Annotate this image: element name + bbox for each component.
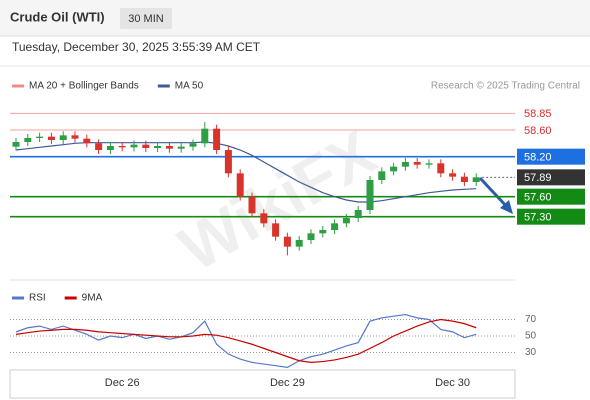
candle-body: [437, 163, 445, 174]
level-box: [517, 148, 585, 165]
candle-body: [295, 240, 303, 247]
title: Crude Oil (WTI): [10, 9, 105, 24]
candle-body: [342, 218, 350, 224]
arrow-head: [500, 200, 513, 214]
rsi-tick-label: 30: [525, 347, 537, 358]
candle-body: [260, 213, 268, 224]
rsi-ma-line: [15, 318, 477, 364]
candle-body: [413, 162, 421, 165]
x-tick-label: Dec 30: [435, 377, 470, 389]
candle-body: [201, 128, 209, 144]
level-label: 57.30: [524, 212, 552, 224]
candle-body: [390, 166, 398, 172]
x-tick-label: Dec 29: [270, 377, 305, 389]
candle-body: [47, 136, 55, 140]
candle-body: [213, 128, 221, 150]
ma50-line: [15, 141, 477, 203]
candle-body: [425, 163, 433, 165]
candle-body: [307, 233, 315, 240]
level-label: 58.85: [524, 108, 552, 120]
level-label: 57.89: [524, 172, 552, 184]
candle-body: [71, 135, 79, 139]
arrow-shaft: [478, 176, 510, 210]
candle-body: [130, 144, 138, 148]
rsi-line: [15, 313, 477, 368]
rsi-tick-label: 70: [525, 314, 537, 325]
candle-body: [154, 146, 162, 148]
timeframe-box: [120, 8, 172, 29]
candle-body: [460, 176, 468, 182]
watermark: WikiFX: [167, 116, 388, 285]
candle-body: [177, 146, 185, 149]
candle-body: [36, 136, 44, 138]
candle-body: [248, 196, 256, 214]
level-box: [517, 169, 585, 186]
candle-body: [319, 230, 327, 234]
level-label: 57.60: [524, 192, 552, 204]
level-box: [517, 208, 585, 225]
candle-body: [331, 223, 339, 230]
level-box: [517, 188, 585, 205]
candle-body: [401, 162, 409, 167]
x-tick-label: Dec 26: [105, 377, 140, 389]
candle-body: [272, 223, 280, 237]
candle-body: [449, 173, 457, 177]
candle-body: [366, 180, 374, 210]
candle-body: [378, 171, 386, 180]
candle-body: [224, 150, 232, 174]
legend-label: MA 20 + Bollinger Bands: [29, 81, 139, 92]
candle-body: [83, 138, 91, 144]
candle-body: [283, 236, 291, 247]
credit: Research © 2025 Trading Central: [431, 81, 580, 92]
candle-body: [165, 146, 173, 149]
rsi-tick-label: 50: [525, 331, 537, 342]
legend-label: 9MA: [82, 293, 103, 304]
candle-body: [189, 143, 197, 147]
candle-body: [59, 135, 67, 140]
legend-label: MA 50: [175, 81, 204, 92]
header-bar: [0, 0, 590, 36]
candle-body: [95, 143, 103, 150]
legend-label: RSI: [29, 293, 46, 304]
candle-body: [142, 144, 150, 148]
candle-body: [24, 138, 32, 142]
timeframe: 30 MIN: [128, 13, 164, 25]
level-label: 58.20: [524, 152, 552, 164]
candle-body: [118, 146, 126, 148]
candle-body: [472, 177, 480, 182]
level-label: 58.60: [524, 125, 552, 137]
candle-body: [106, 146, 114, 150]
candle-body: [12, 142, 20, 147]
candle-body: [354, 210, 362, 218]
datetime: Tuesday, December 30, 2025 3:55:39 AM CE…: [12, 40, 261, 54]
x-axis-box: [9, 369, 516, 399]
candle-body: [236, 173, 244, 197]
